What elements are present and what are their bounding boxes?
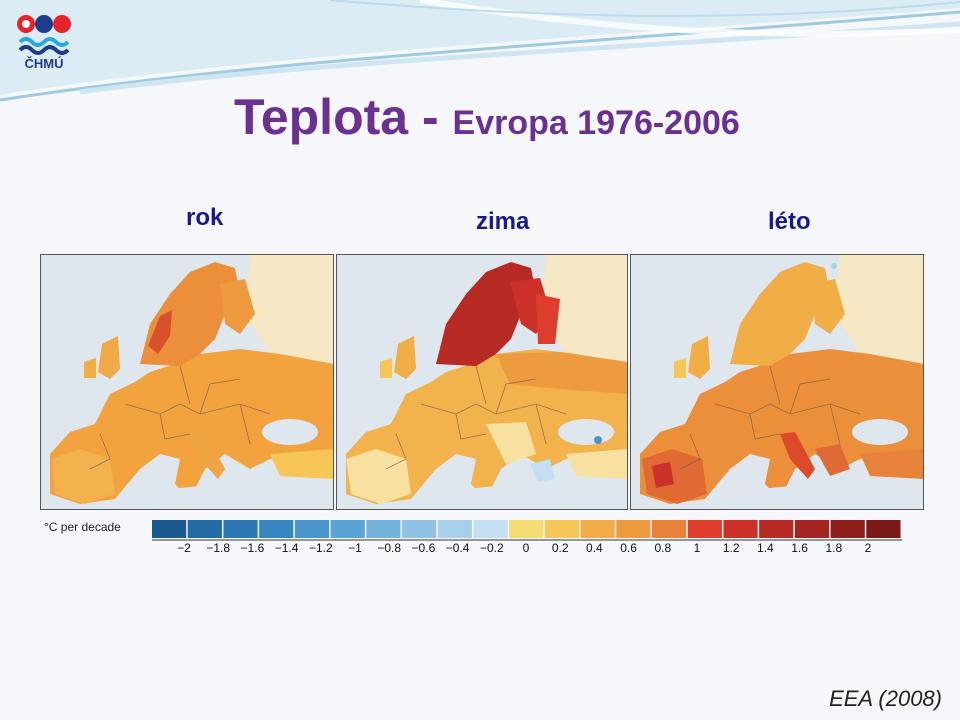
legend-swatch bbox=[544, 520, 580, 538]
page-title: Teplota - Evropa 1976-2006 bbox=[234, 92, 740, 142]
legend-swatch bbox=[866, 520, 901, 538]
legend-tick-label: 1.8 bbox=[825, 541, 842, 555]
chmu-logo: ČHMÚ bbox=[14, 12, 74, 76]
legend-tick-label: −1.6 bbox=[241, 541, 265, 555]
logo-emblem-icon bbox=[17, 15, 71, 55]
legend-swatch bbox=[687, 520, 722, 538]
legend-tick-label: −0.4 bbox=[446, 541, 470, 555]
legend-swatch bbox=[330, 520, 365, 538]
legend-tick-label: 1.4 bbox=[757, 541, 774, 555]
title-subtitle: Evropa 1976-2006 bbox=[452, 104, 740, 142]
legend-tick-label: 0.2 bbox=[552, 541, 569, 555]
legend-swatch bbox=[366, 520, 401, 538]
legend-tick-label: −0.6 bbox=[412, 541, 436, 555]
source-citation: EEA (2008) bbox=[829, 686, 942, 711]
legend-tick-label: −1.2 bbox=[309, 541, 333, 555]
legend-swatch bbox=[652, 520, 687, 538]
legend-swatch bbox=[509, 520, 544, 538]
legend-swatch bbox=[616, 520, 651, 538]
legend-swatch bbox=[723, 520, 758, 538]
legend-swatch bbox=[152, 520, 187, 538]
legend-tick-label: −1.8 bbox=[206, 541, 230, 555]
map-panel-zima bbox=[336, 254, 628, 510]
europe-temperature-maps bbox=[40, 254, 924, 510]
title-main: Teplota - bbox=[234, 89, 453, 145]
panel-label-zima: zima bbox=[476, 208, 530, 235]
legend-tick-label: 0.6 bbox=[620, 541, 637, 555]
legend-tick-label: −2 bbox=[177, 541, 191, 555]
legend-tick-label: 1.6 bbox=[791, 541, 808, 555]
legend-swatch bbox=[473, 520, 508, 538]
legend-tick-label: −0.2 bbox=[480, 541, 504, 555]
legend-swatch bbox=[259, 520, 294, 538]
legend-swatch bbox=[580, 520, 615, 538]
legend-swatch bbox=[402, 520, 437, 538]
legend-tick-label: 0.8 bbox=[654, 541, 671, 555]
legend-swatch bbox=[187, 520, 222, 538]
map-panel-rok bbox=[40, 254, 334, 510]
legend-tick-label: 2 bbox=[865, 541, 872, 555]
legend-tick-label: −1 bbox=[348, 541, 362, 555]
legend-tick-label: −1.4 bbox=[275, 541, 299, 555]
legend-tick-label: −0.8 bbox=[377, 541, 401, 555]
logo-text: ČHMÚ bbox=[24, 56, 64, 71]
legend-tick-label: 1 bbox=[694, 541, 701, 555]
legend-swatch bbox=[294, 520, 330, 538]
legend-swatch bbox=[437, 520, 472, 538]
legend-tick-label: 1.2 bbox=[723, 541, 740, 555]
legend-unit-label: °C per decade bbox=[44, 520, 121, 534]
legend-swatch bbox=[794, 520, 830, 538]
legend-swatch bbox=[830, 520, 865, 538]
map-panel-leto bbox=[630, 254, 924, 510]
panel-label-leto: léto bbox=[768, 208, 811, 235]
panel-label-rok: rok bbox=[186, 204, 224, 231]
header-swoosh-decoration bbox=[0, 0, 960, 102]
legend-tick-label: 0 bbox=[523, 541, 530, 555]
legend-swatch bbox=[223, 520, 258, 538]
legend-swatch bbox=[759, 520, 794, 538]
legend-tick-label: 0.4 bbox=[586, 541, 603, 555]
